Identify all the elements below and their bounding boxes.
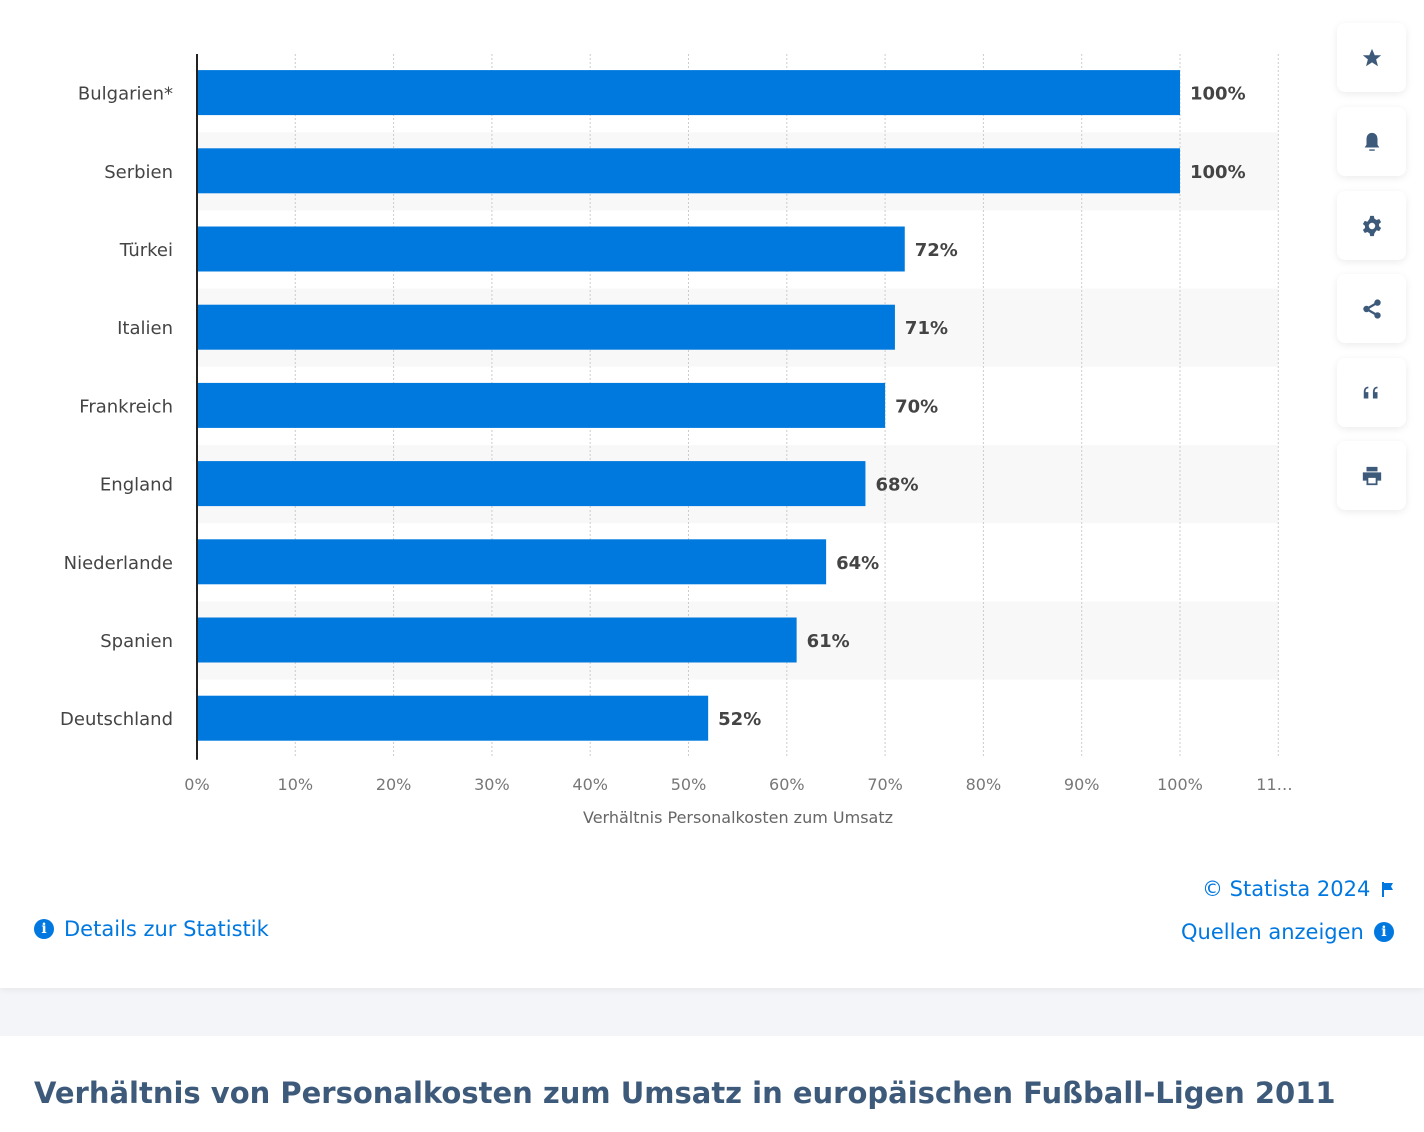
print-icon: [1362, 466, 1381, 485]
x-tick-label: 20%: [376, 775, 412, 794]
category-label: Spanien: [100, 631, 173, 652]
bell-icon: [1364, 132, 1379, 151]
settings-button[interactable]: [1337, 191, 1406, 260]
data-label: 100%: [1190, 162, 1246, 183]
chart-card: 0% 10% 20% 30% 40% 50% 60% 70% 80% 90% 100% 11… Bulg…: [0, 0, 1424, 988]
data-label: 68%: [875, 475, 918, 496]
x-tick-label: 50%: [671, 775, 707, 794]
title-section: [0, 1036, 1424, 1132]
bar: [197, 226, 905, 272]
copyright-link[interactable]: © Statista 2024: [1202, 877, 1396, 901]
flag-icon: [1382, 882, 1394, 897]
x-tick-label: 90%: [1064, 775, 1100, 794]
bar: [197, 617, 797, 663]
category-label: Türkei: [119, 240, 173, 261]
data-label: 61%: [807, 631, 850, 652]
category-label: Serbien: [104, 162, 173, 183]
x-tick-label: 100%: [1157, 775, 1203, 794]
data-label: 71%: [905, 318, 948, 339]
sources-text: Quellen anzeigen: [1181, 920, 1364, 944]
bar: [197, 695, 709, 741]
bar: [197, 148, 1180, 194]
category-label: England: [100, 475, 173, 496]
bar: [197, 304, 895, 350]
gear-icon: [1362, 215, 1381, 236]
category-label: Niederlande: [64, 553, 173, 574]
copyright-text: © Statista 2024: [1202, 877, 1371, 901]
info-icon: i: [34, 919, 54, 939]
x-tick-label: 0%: [184, 775, 209, 794]
page-title: Verhältnis von Personalkosten zum Umsatz…: [34, 1076, 1336, 1110]
data-label: 72%: [915, 240, 958, 261]
x-tick-label: 11…: [1256, 775, 1292, 794]
bar: [197, 461, 866, 507]
category-label: Italien: [117, 318, 173, 339]
x-tick-label: 10%: [278, 775, 314, 794]
category-label: Bulgarien*: [78, 84, 173, 105]
data-label: 64%: [836, 553, 879, 574]
x-tick-label: 80%: [966, 775, 1002, 794]
details-text: Details zur Statistik: [64, 917, 269, 941]
favorite-button[interactable]: [1337, 23, 1406, 92]
cite-button[interactable]: [1337, 358, 1406, 427]
share-icon: [1362, 298, 1381, 319]
details-link[interactable]: i Details zur Statistik: [34, 917, 269, 941]
data-label: 52%: [718, 709, 761, 730]
data-label: 70%: [895, 396, 938, 417]
bar: [197, 70, 1180, 116]
print-button[interactable]: [1337, 441, 1406, 510]
category-label: Deutschland: [60, 709, 173, 730]
sources-link[interactable]: Quellen anzeigen i: [1181, 920, 1394, 944]
bar: [197, 382, 886, 428]
star-icon: [1362, 48, 1381, 66]
info-icon: i: [1373, 922, 1394, 942]
quote-icon: [1363, 386, 1377, 398]
data-label: 100%: [1190, 84, 1246, 105]
x-tick-label: 60%: [769, 775, 805, 794]
x-tick-label: 70%: [867, 775, 903, 794]
bar: [197, 539, 827, 585]
x-tick-label: 40%: [572, 775, 608, 794]
bar-chart: 0% 10% 20% 30% 40% 50% 60% 70% 80% 90% 100% 11… Bulg…: [60, 54, 1293, 827]
notification-button[interactable]: [1337, 107, 1406, 176]
x-axis-label: Verhältnis Personalkosten zum Umsatz: [583, 808, 893, 827]
share-button[interactable]: [1337, 274, 1406, 343]
category-label: Frankreich: [79, 396, 173, 417]
x-tick-label: 30%: [474, 775, 510, 794]
